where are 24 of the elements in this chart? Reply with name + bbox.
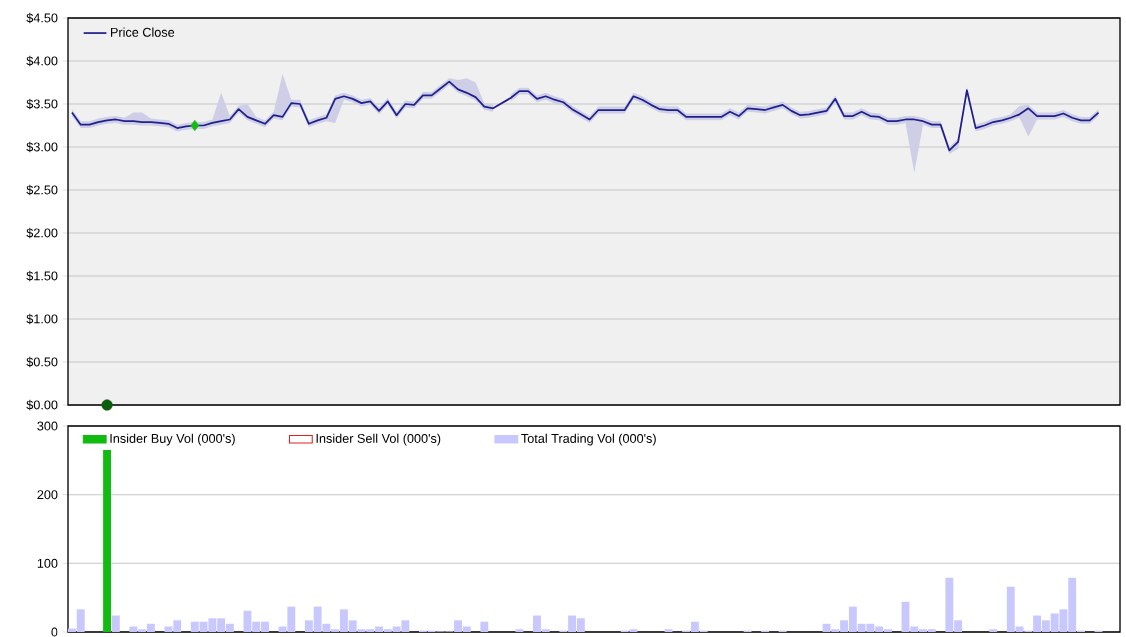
- bar: [515, 629, 524, 632]
- y-tick-label: $3.00: [26, 141, 58, 153]
- y-tick-label: 300: [37, 421, 58, 431]
- y-tick-label: $2.00: [26, 227, 58, 239]
- legend-label: Insider Sell Vol (000's): [316, 433, 441, 446]
- bar: [480, 621, 489, 632]
- bar: [664, 629, 673, 632]
- y-tick-label: $4.00: [26, 55, 58, 67]
- y-tick-label: $3.50: [26, 98, 58, 110]
- bar: [989, 629, 998, 632]
- y-tick-label: $0.00: [26, 399, 58, 411]
- y-tick-label: $2.50: [26, 184, 58, 196]
- y-tick-label: 200: [37, 490, 58, 500]
- bar: [103, 450, 111, 632]
- y-tick-label: $0.50: [26, 356, 58, 368]
- legend-label: Total Trading Vol (000's): [521, 433, 656, 446]
- y-tick-label: 100: [37, 558, 58, 568]
- legend-label: Price Close: [111, 27, 175, 37]
- y-tick-label: $4.50: [26, 12, 58, 24]
- legend-label: Insider Buy Vol (000's): [110, 433, 235, 446]
- y-tick-label: $1.50: [26, 270, 58, 282]
- bar: [111, 615, 120, 632]
- y-tick-label: $1.00: [26, 313, 58, 325]
- y-tick-label: 0: [51, 627, 58, 637]
